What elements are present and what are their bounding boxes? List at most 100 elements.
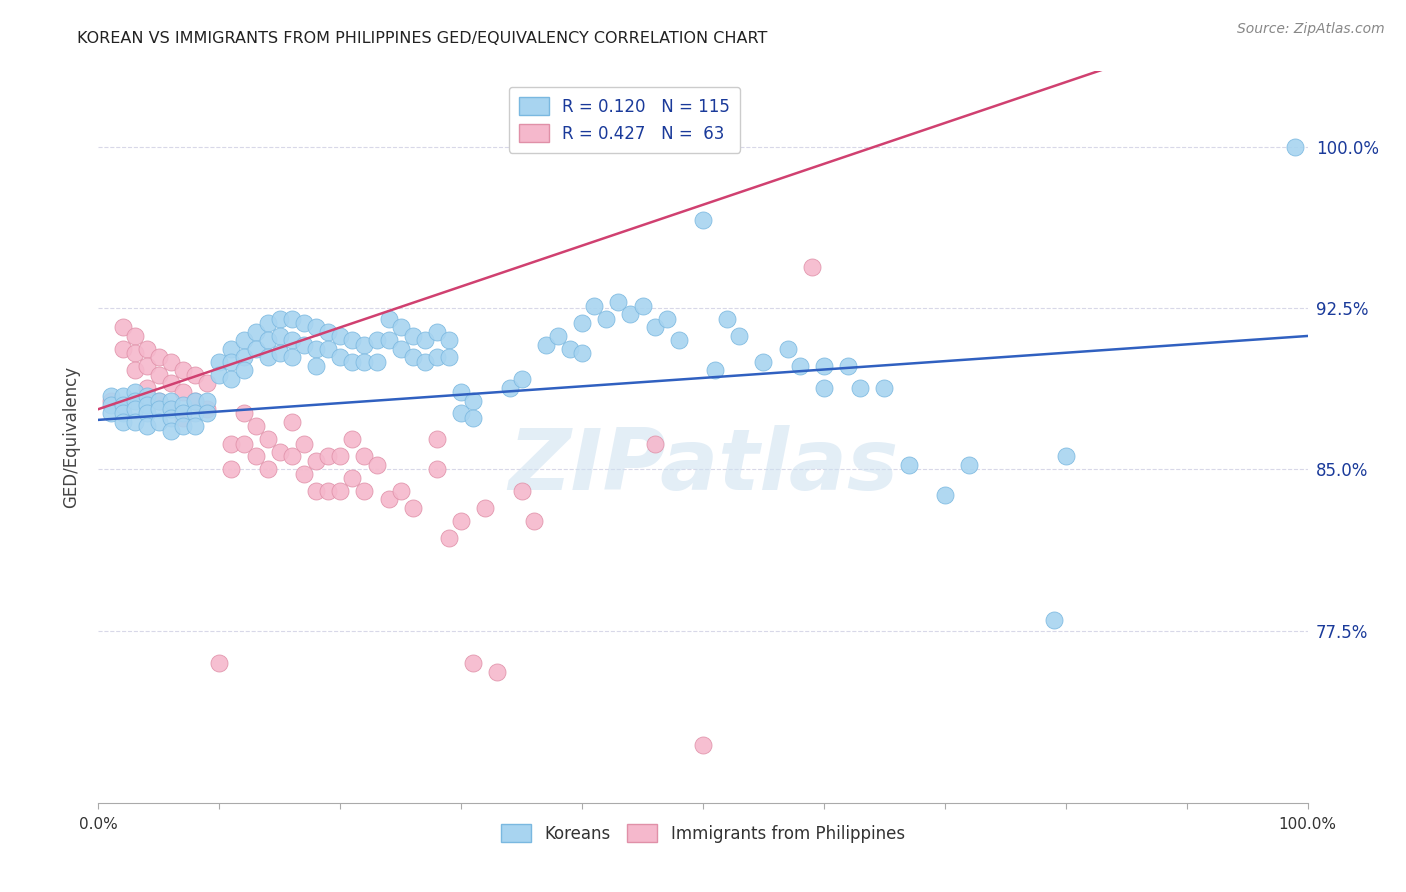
Point bbox=[148, 393, 170, 408]
Point bbox=[281, 351, 304, 365]
Point bbox=[160, 355, 183, 369]
Point bbox=[450, 406, 472, 420]
Point bbox=[148, 415, 170, 429]
Point bbox=[342, 333, 364, 347]
Point bbox=[607, 294, 630, 309]
Point bbox=[292, 467, 315, 481]
Point bbox=[100, 389, 122, 403]
Point bbox=[644, 320, 666, 334]
Point bbox=[184, 368, 207, 382]
Point bbox=[437, 351, 460, 365]
Point bbox=[800, 260, 823, 274]
Text: Source: ZipAtlas.com: Source: ZipAtlas.com bbox=[1237, 22, 1385, 37]
Point bbox=[245, 419, 267, 434]
Point bbox=[100, 398, 122, 412]
Point bbox=[353, 337, 375, 351]
Point bbox=[329, 450, 352, 464]
Point bbox=[534, 337, 557, 351]
Point bbox=[100, 393, 122, 408]
Point bbox=[221, 462, 243, 476]
Point bbox=[692, 212, 714, 227]
Point bbox=[269, 346, 291, 360]
Point bbox=[402, 329, 425, 343]
Point bbox=[160, 393, 183, 408]
Point bbox=[583, 299, 606, 313]
Point bbox=[111, 389, 134, 403]
Point bbox=[377, 333, 399, 347]
Point bbox=[934, 488, 956, 502]
Point bbox=[849, 381, 872, 395]
Point bbox=[316, 483, 339, 498]
Point bbox=[389, 342, 412, 356]
Point bbox=[111, 342, 134, 356]
Point bbox=[498, 381, 520, 395]
Point bbox=[256, 351, 278, 365]
Point bbox=[510, 372, 533, 386]
Point bbox=[208, 656, 231, 670]
Point bbox=[377, 492, 399, 507]
Point bbox=[124, 402, 146, 417]
Point bbox=[474, 501, 496, 516]
Point bbox=[426, 351, 449, 365]
Point bbox=[221, 355, 243, 369]
Point bbox=[366, 355, 388, 369]
Point bbox=[256, 333, 278, 347]
Point bbox=[571, 316, 593, 330]
Point bbox=[172, 398, 194, 412]
Point bbox=[184, 406, 207, 420]
Point bbox=[813, 359, 835, 373]
Point bbox=[655, 311, 678, 326]
Point bbox=[426, 325, 449, 339]
Point bbox=[353, 355, 375, 369]
Point bbox=[111, 320, 134, 334]
Point bbox=[897, 458, 920, 472]
Point bbox=[305, 483, 328, 498]
Point bbox=[135, 398, 157, 412]
Point bbox=[148, 393, 170, 408]
Point bbox=[135, 419, 157, 434]
Point bbox=[135, 381, 157, 395]
Point bbox=[184, 393, 207, 408]
Point bbox=[437, 531, 460, 545]
Point bbox=[316, 342, 339, 356]
Point bbox=[704, 363, 727, 377]
Point bbox=[111, 415, 134, 429]
Point bbox=[305, 454, 328, 468]
Point bbox=[135, 389, 157, 403]
Point bbox=[245, 450, 267, 464]
Point bbox=[172, 419, 194, 434]
Point bbox=[172, 384, 194, 399]
Point bbox=[342, 432, 364, 446]
Point bbox=[413, 355, 436, 369]
Point bbox=[111, 406, 134, 420]
Point bbox=[160, 376, 183, 391]
Point bbox=[389, 483, 412, 498]
Point bbox=[342, 471, 364, 485]
Point bbox=[195, 402, 218, 417]
Point bbox=[342, 355, 364, 369]
Point bbox=[692, 738, 714, 752]
Point bbox=[269, 445, 291, 459]
Point bbox=[135, 342, 157, 356]
Point bbox=[668, 333, 690, 347]
Point bbox=[426, 432, 449, 446]
Point bbox=[353, 483, 375, 498]
Text: KOREAN VS IMMIGRANTS FROM PHILIPPINES GED/EQUIVALENCY CORRELATION CHART: KOREAN VS IMMIGRANTS FROM PHILIPPINES GE… bbox=[77, 31, 768, 46]
Point bbox=[232, 436, 254, 450]
Point bbox=[571, 346, 593, 360]
Point bbox=[486, 665, 509, 679]
Point bbox=[195, 406, 218, 420]
Point bbox=[172, 410, 194, 425]
Point bbox=[305, 320, 328, 334]
Point bbox=[184, 393, 207, 408]
Point bbox=[281, 311, 304, 326]
Point bbox=[402, 501, 425, 516]
Point bbox=[281, 415, 304, 429]
Point bbox=[292, 316, 315, 330]
Point bbox=[1054, 450, 1077, 464]
Point bbox=[124, 346, 146, 360]
Point bbox=[463, 656, 485, 670]
Point bbox=[281, 450, 304, 464]
Point bbox=[124, 415, 146, 429]
Point bbox=[716, 311, 738, 326]
